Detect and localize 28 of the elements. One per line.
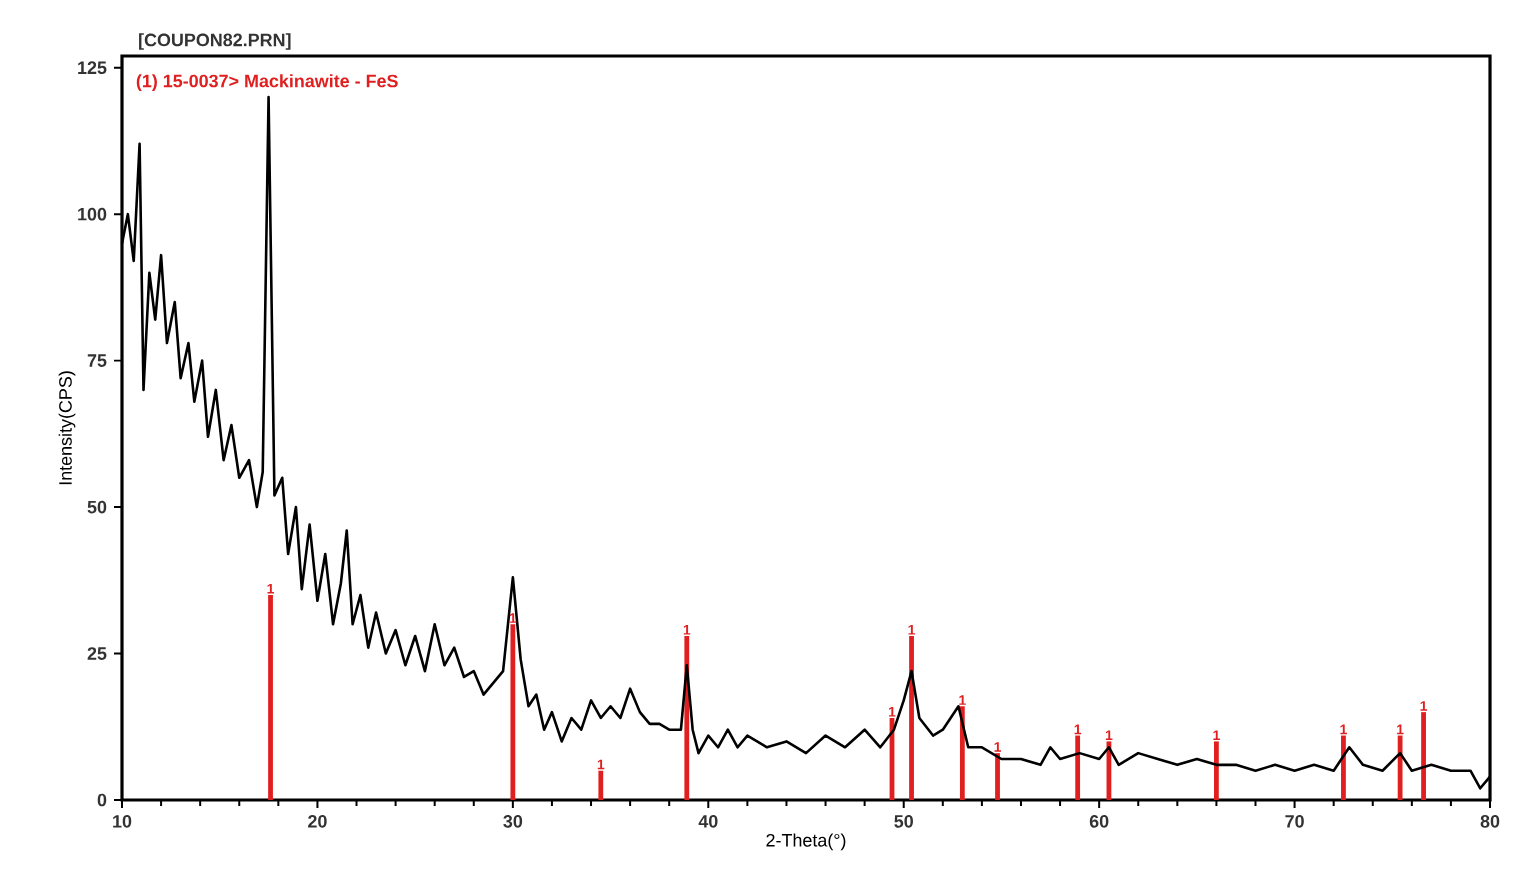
x-tick-label: 30 (503, 815, 523, 828)
bar (909, 635, 914, 800)
chart-title: [COUPON82.PRN] (139, 33, 291, 50)
y-tick-label: 100 (78, 207, 107, 221)
x-tick-label: 10 (113, 815, 132, 828)
x-tick-label: 70 (1285, 815, 1304, 828)
bar (510, 624, 516, 800)
x-tick-label: 80 (1480, 815, 1500, 828)
y-tick-label: 25 (87, 647, 107, 660)
annotation: (1) 15-0037> Mackinawite - FeS (136, 74, 398, 91)
bar (598, 770, 604, 800)
x-axis-title: 2-Theta(°) (766, 833, 846, 851)
bar (1075, 735, 1081, 800)
y-tick-label: 75 (87, 354, 107, 367)
y-tick-label: 0 (97, 793, 107, 807)
bar (995, 753, 1000, 800)
x-tick-label: 60 (1089, 815, 1109, 828)
bar (1421, 712, 1426, 800)
bar (268, 594, 273, 800)
x-tick-label: 40 (698, 815, 718, 828)
bar (1397, 735, 1403, 800)
y-tick-label: 50 (87, 500, 107, 514)
y-tick-label: 125 (78, 61, 107, 75)
bar (1341, 735, 1346, 800)
bar (1214, 741, 1219, 800)
y-axis-title: Intensity(CPS) (58, 371, 76, 485)
x-tick-label: 20 (308, 815, 327, 828)
x-tick-label: 50 (894, 815, 913, 828)
